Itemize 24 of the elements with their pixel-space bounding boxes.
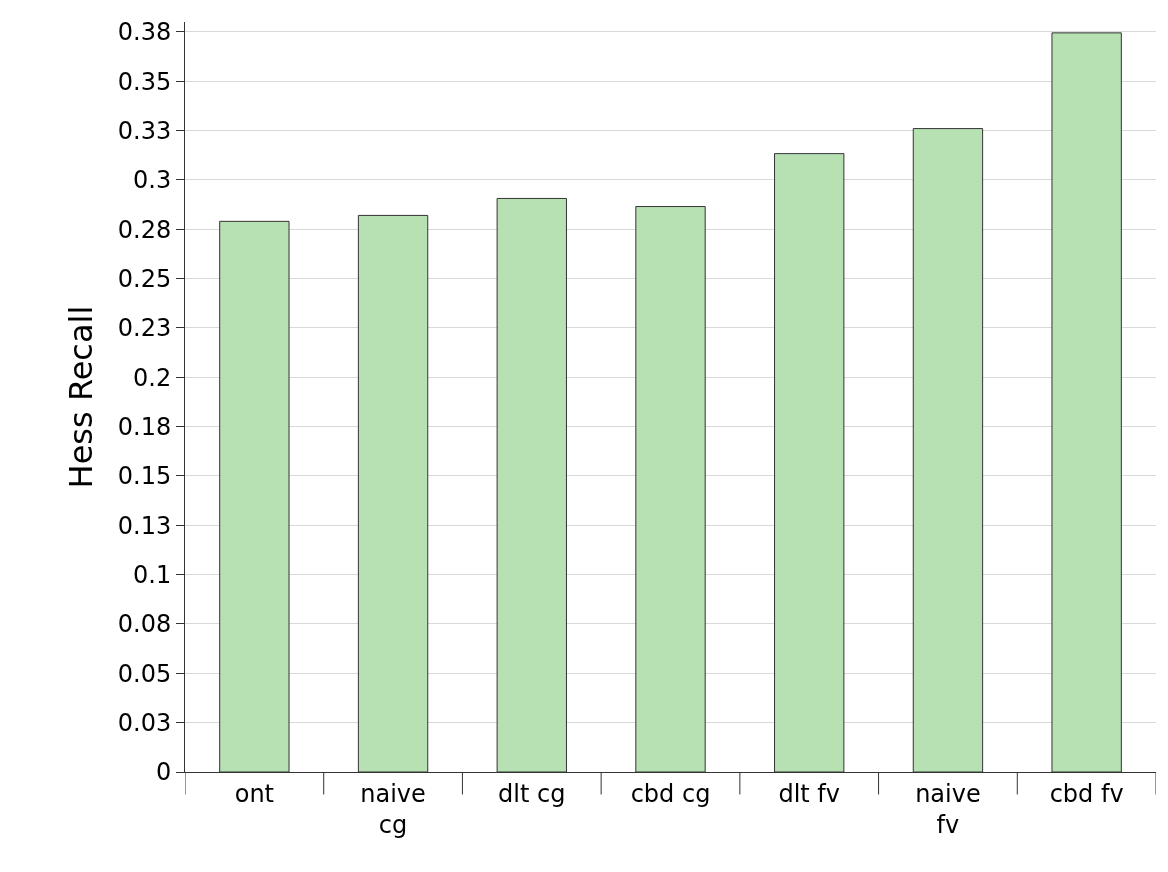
x-tick-label: naive cg bbox=[360, 779, 426, 839]
y-tick-label: 0 bbox=[155, 758, 172, 787]
y-tick-label: 0.25 bbox=[117, 264, 172, 293]
y-tick-label: 0.03 bbox=[117, 709, 172, 738]
y-tick-label: 0.2 bbox=[133, 363, 172, 392]
y-tick-label: 0.15 bbox=[117, 462, 172, 491]
x-tick-label: naive fv bbox=[915, 779, 981, 839]
y-tick-label: 0.23 bbox=[117, 314, 172, 343]
x-tick-label: dlt cg bbox=[498, 779, 566, 808]
y-tick-label: 0.1 bbox=[133, 561, 172, 590]
x-tick-label: cbd fv bbox=[1049, 779, 1124, 808]
x-tick-label: cbd cg bbox=[630, 779, 711, 808]
y-tick-label: 0.08 bbox=[117, 610, 172, 639]
y-tick-label: 0.13 bbox=[117, 511, 172, 540]
y-tick-label: 0.38 bbox=[117, 18, 172, 47]
y-tick-label: 0.35 bbox=[117, 67, 172, 96]
x-tick-label: ont bbox=[234, 779, 275, 808]
y-axis-title: Hess Recall bbox=[62, 305, 101, 489]
y-tick-label: 0.05 bbox=[117, 659, 172, 688]
y-tick-label: 0.3 bbox=[133, 166, 172, 195]
y-tick-label: 0.33 bbox=[117, 116, 172, 145]
y-tick-label: 0.18 bbox=[117, 413, 172, 442]
y-tick-label: 0.28 bbox=[117, 215, 172, 244]
x-tick-label: dlt fv bbox=[778, 779, 841, 808]
